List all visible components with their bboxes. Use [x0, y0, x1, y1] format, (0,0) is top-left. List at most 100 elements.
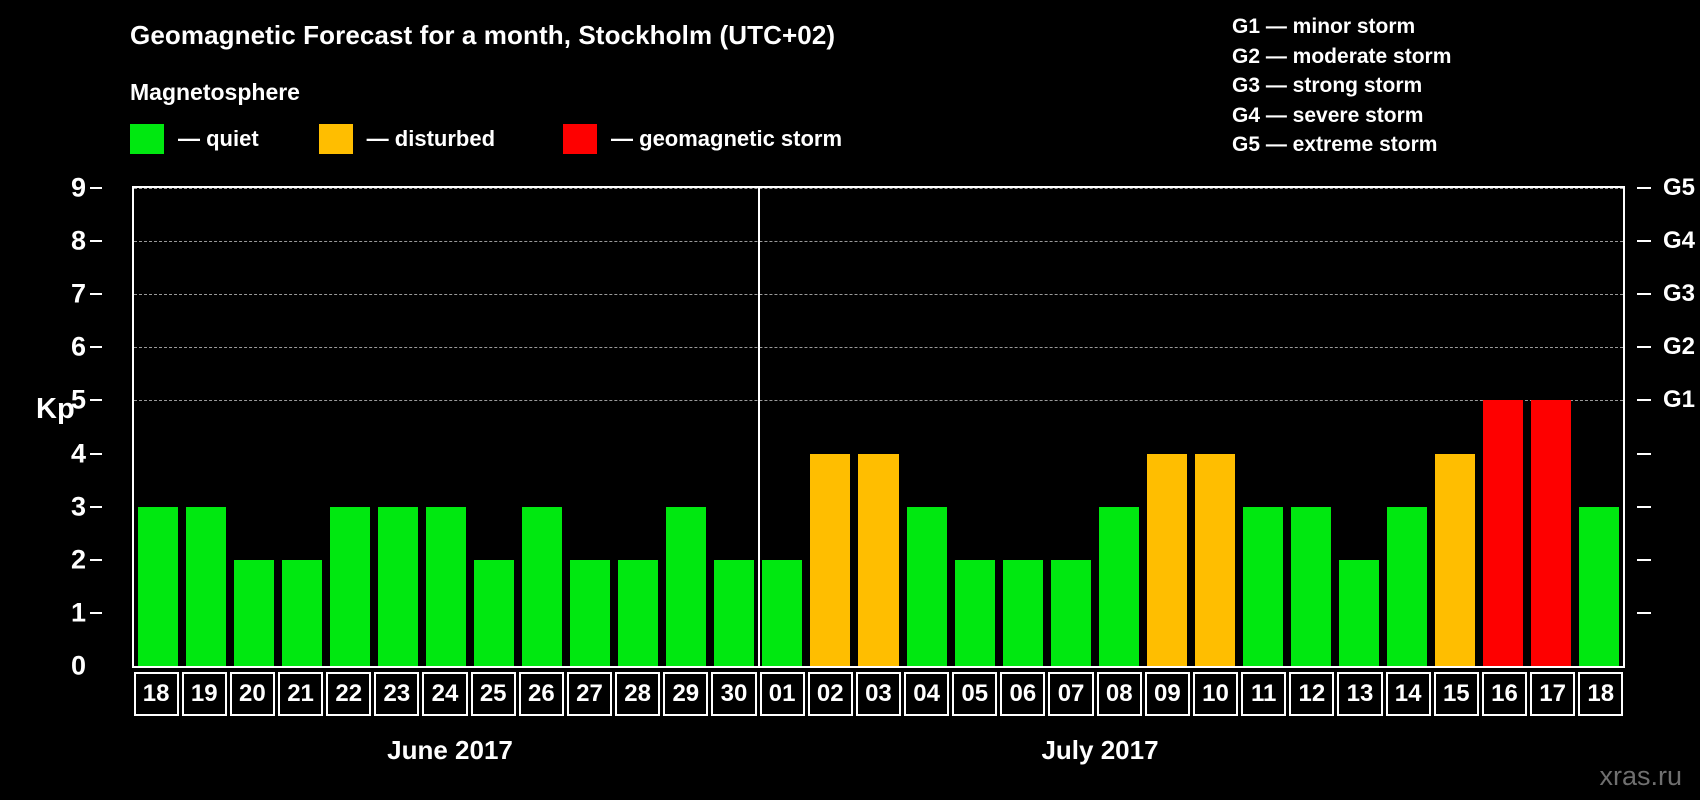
y-tick-mark-2: [90, 558, 102, 561]
bar-june-23[interactable]: [378, 506, 419, 666]
bar-slot: [1575, 188, 1623, 666]
date-cell-july-06[interactable]: 06: [1000, 672, 1046, 716]
bar-june-27[interactable]: [570, 559, 611, 666]
y-tick-label-7: 7: [70, 278, 86, 309]
date-cell-july-11[interactable]: 11: [1241, 672, 1287, 716]
bar-july-10[interactable]: [1194, 453, 1235, 666]
bar-july-02[interactable]: [810, 453, 851, 666]
bar-slot: [854, 188, 902, 666]
g-tick-mark-G5: [1637, 187, 1651, 189]
legend-item-disturbed: — disturbed: [318, 124, 495, 154]
bar-july-06[interactable]: [1002, 559, 1043, 666]
bar-slot: [1527, 188, 1575, 666]
bar-july-14[interactable]: [1386, 506, 1427, 666]
bar-july-12[interactable]: [1290, 506, 1331, 666]
date-cell-june-21[interactable]: 21: [277, 672, 324, 716]
date-cell-june-26[interactable]: 26: [518, 672, 564, 716]
date-cell-july-08[interactable]: 08: [1096, 672, 1142, 716]
bar-june-22[interactable]: [330, 506, 371, 666]
bar-july-16[interactable]: [1482, 400, 1523, 666]
chart-plot-area: [132, 186, 1625, 668]
y-tick-label-5: 5: [70, 384, 86, 415]
date-cell-july-12[interactable]: 12: [1289, 672, 1335, 716]
bar-june-19[interactable]: [186, 506, 227, 666]
bar-june-28[interactable]: [618, 559, 659, 666]
date-cell-june-22[interactable]: 22: [326, 672, 372, 716]
date-cell-june-20[interactable]: 20: [229, 672, 275, 716]
date-cell-july-02[interactable]: 02: [807, 672, 853, 716]
date-cell-june-30[interactable]: 30: [711, 672, 757, 716]
y-axis-title: Kp: [36, 393, 75, 425]
bar-slot: [1191, 188, 1239, 666]
date-cell-july-04[interactable]: 04: [904, 672, 950, 716]
date-cell-july-03[interactable]: 03: [855, 672, 901, 716]
bar-july-17[interactable]: [1530, 400, 1571, 666]
bar-slot: [278, 188, 326, 666]
bar-slot: [182, 188, 230, 666]
bar-july-04[interactable]: [906, 506, 947, 666]
legend-label-storm: — geomagnetic storm: [611, 126, 843, 151]
bar-june-21[interactable]: [282, 559, 323, 666]
bar-july-13[interactable]: [1338, 559, 1379, 666]
g-minor-tick-1: [1637, 611, 1651, 614]
bar-june-30[interactable]: [714, 559, 755, 666]
bar-slot: [951, 188, 999, 666]
y-axis: 0 1 2 3 4 5 6 7 8 9: [0, 173, 132, 681]
bar-slot: [710, 188, 758, 666]
y-tick-mark-6: [90, 346, 102, 349]
bar-july-18[interactable]: [1578, 506, 1619, 666]
bar-slot: [566, 188, 614, 666]
g-tick-label-G5: G5: [1663, 174, 1696, 201]
bar-june-26[interactable]: [522, 506, 563, 666]
date-cell-july-05[interactable]: 05: [952, 672, 998, 716]
bar-july-01[interactable]: [762, 559, 803, 666]
legend-item-quiet: — quiet: [130, 124, 259, 154]
g-minor-tick-4: [1637, 452, 1651, 455]
bar-june-29[interactable]: [666, 506, 707, 666]
date-cell-july-17[interactable]: 17: [1530, 672, 1576, 716]
y-tick-label-8: 8: [70, 225, 86, 256]
bar-july-07[interactable]: [1050, 559, 1091, 666]
bar-june-20[interactable]: [234, 559, 275, 666]
g-tick-label-G2: G2: [1663, 333, 1696, 361]
bar-july-11[interactable]: [1242, 506, 1283, 666]
date-cell-june-19[interactable]: 19: [181, 672, 227, 716]
date-cell-june-25[interactable]: 25: [470, 672, 516, 716]
date-cell-july-18[interactable]: 18: [1578, 672, 1624, 716]
bar-july-08[interactable]: [1098, 506, 1139, 666]
bar-july-15[interactable]: [1434, 453, 1475, 666]
legend-label-quiet: — quiet: [178, 126, 259, 151]
gscale-legend-row-4: G4 — severe storm: [1232, 103, 1424, 127]
date-cell-june-27[interactable]: 27: [566, 672, 613, 716]
bar-slot: [374, 188, 422, 666]
y-tick-label-3: 3: [70, 491, 86, 522]
g-minor-tick-3: [1637, 505, 1651, 508]
date-cell-july-10[interactable]: 10: [1192, 672, 1239, 716]
date-cell-june-28[interactable]: 28: [615, 672, 661, 716]
g-minor-tick-2: [1637, 558, 1651, 561]
bar-june-24[interactable]: [426, 506, 467, 666]
gscale-legend: G1 — minor storm G2 — moderate storm G3 — …: [1232, 12, 1451, 160]
date-cell-july-16[interactable]: 16: [1481, 672, 1528, 716]
bar-slot: [1287, 188, 1335, 666]
date-cell-june-29[interactable]: 29: [663, 672, 709, 716]
bar-july-09[interactable]: [1146, 453, 1187, 666]
date-cell-june-24[interactable]: 24: [422, 672, 468, 716]
date-cell-july-09[interactable]: 09: [1144, 672, 1190, 716]
bar-june-25[interactable]: [474, 559, 515, 666]
date-cell-july-07[interactable]: 07: [1048, 672, 1094, 716]
date-cell-july-13[interactable]: 13: [1337, 672, 1383, 716]
bar-slot: [614, 188, 662, 666]
date-cell-june-23[interactable]: 23: [374, 672, 420, 716]
bar-june-18[interactable]: [138, 506, 179, 666]
y-tick-label-1: 1: [70, 597, 86, 628]
bar-slot: [1143, 188, 1191, 666]
date-cell-july-15[interactable]: 15: [1433, 672, 1479, 716]
date-cell-july-14[interactable]: 14: [1385, 672, 1431, 716]
bar-july-03[interactable]: [858, 453, 899, 666]
date-axis: 18 19 20 21 22 23 24 25 26 27 28 29 30 01 02 03 04 05 06 07…: [132, 672, 1625, 716]
date-cell-july-01[interactable]: 01: [759, 672, 805, 716]
bar-july-05[interactable]: [954, 559, 995, 666]
g-tick-mark-G3: [1637, 293, 1651, 296]
date-cell-june-18[interactable]: 18: [133, 672, 179, 716]
